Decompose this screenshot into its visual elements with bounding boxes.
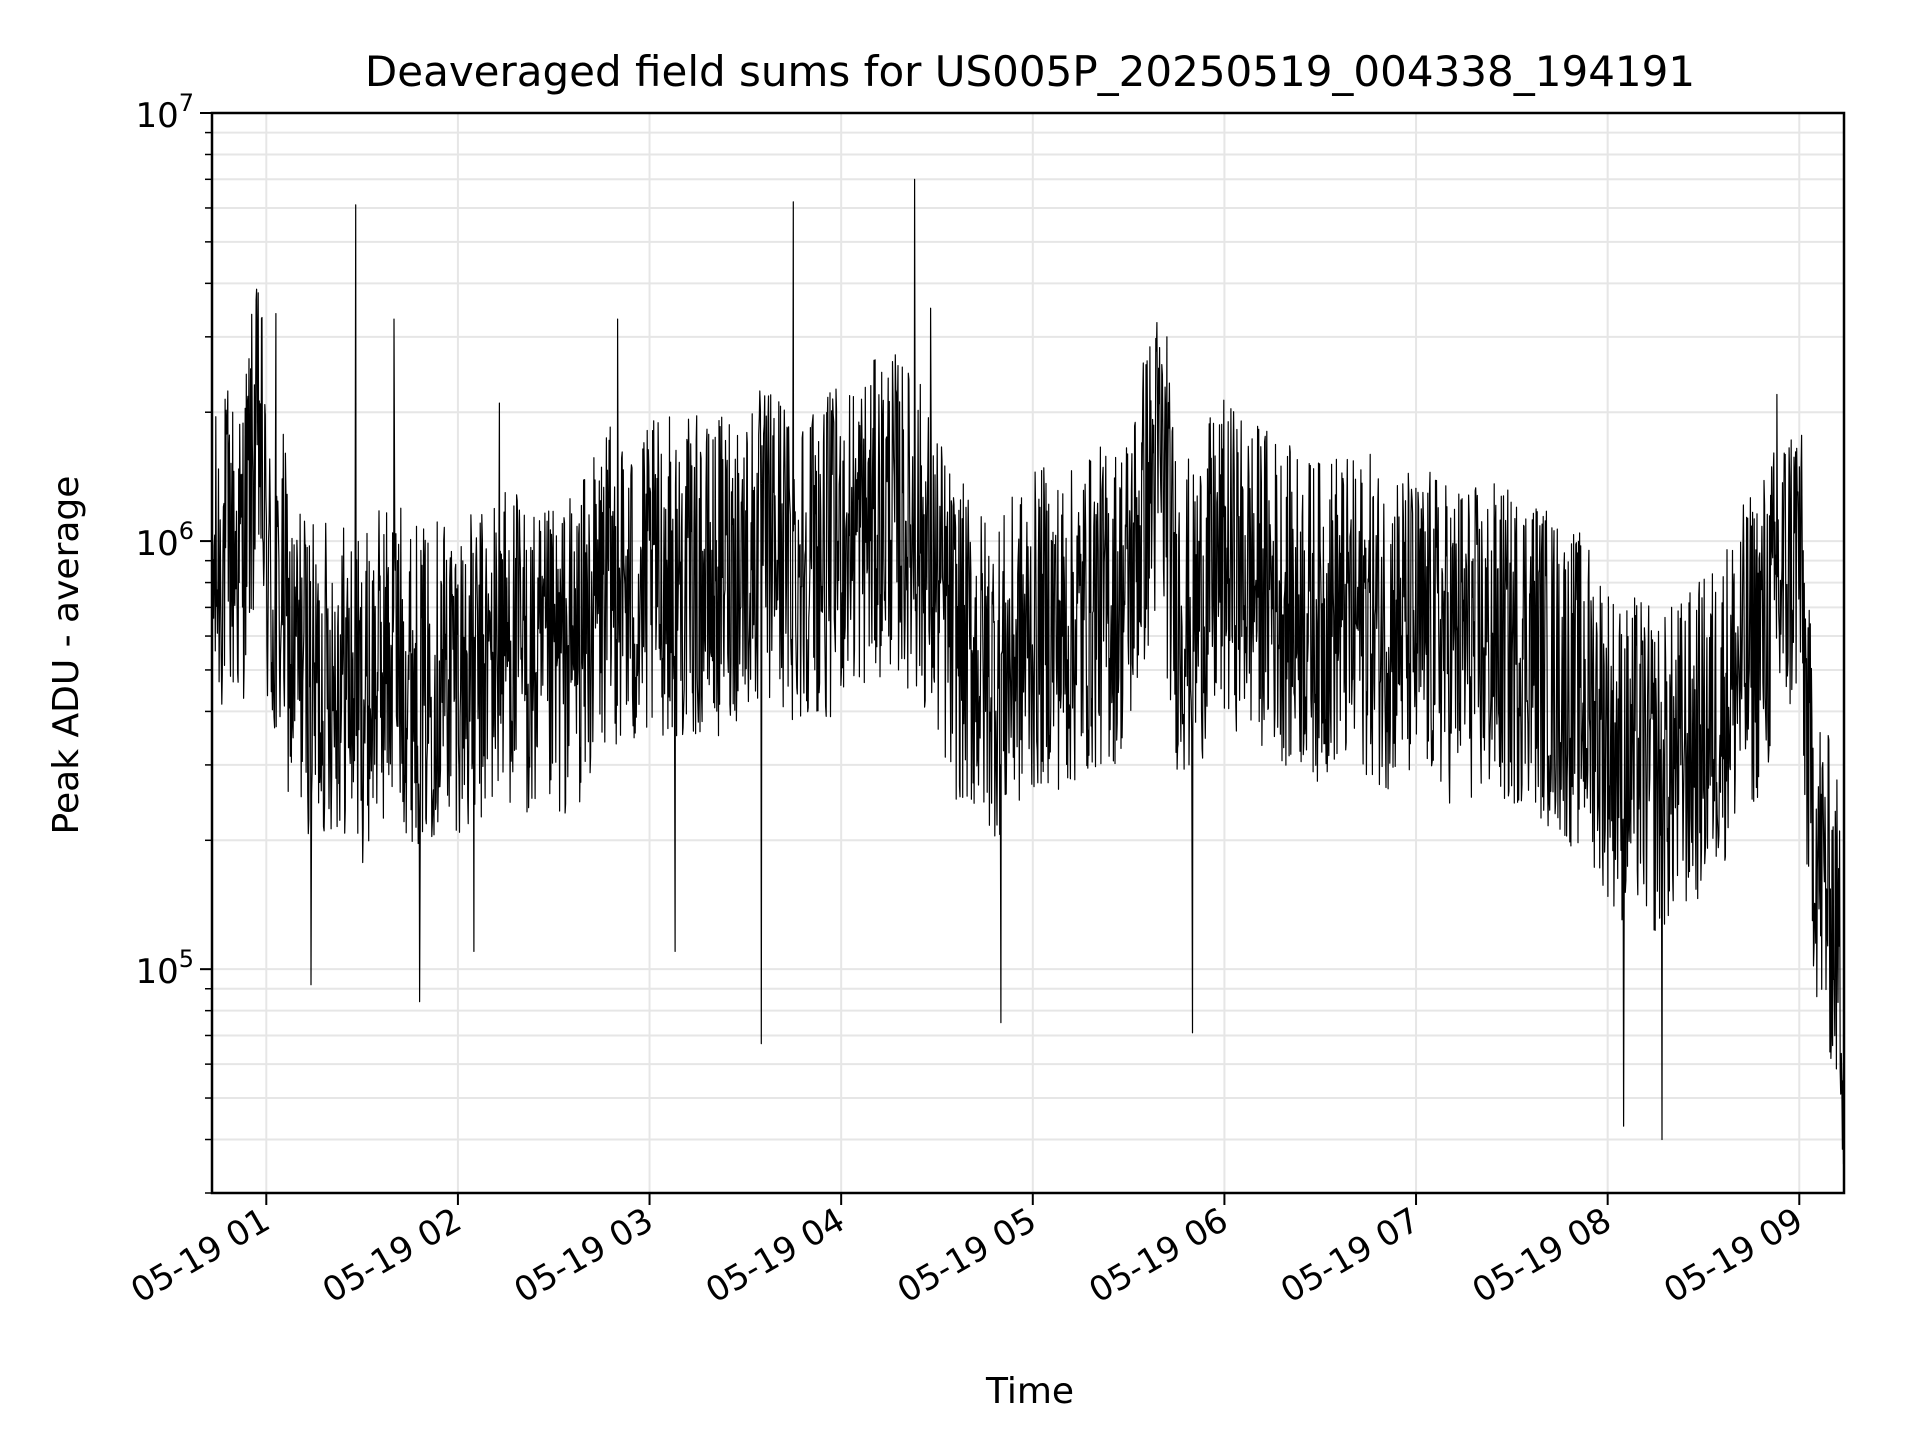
x-tick-label: 05-19 03: [508, 1200, 660, 1311]
x-tick-label: 05-19 06: [1083, 1200, 1235, 1311]
x-tick-label: 05-19 01: [124, 1200, 276, 1311]
chart-title: Deaveraged field sums for US005P_2025051…: [365, 47, 1695, 96]
y-axis: 105 106 107: [135, 89, 212, 1194]
x-axis-label: Time: [985, 1371, 1074, 1412]
y-axis-label: Peak ADU - average: [46, 476, 87, 835]
y-tick-label: 105: [135, 945, 194, 992]
series-line: [211, 178, 1845, 1165]
x-tick-label: 05-19 05: [891, 1200, 1043, 1311]
y-tick-label: 107: [135, 89, 194, 136]
x-tick-label: 05-19 07: [1274, 1200, 1426, 1311]
x-tick-label: 05-19 08: [1466, 1200, 1618, 1311]
series: [211, 178, 1845, 1165]
y-tick-label: 106: [135, 517, 194, 564]
x-tick-label: 05-19 02: [316, 1200, 468, 1311]
plot-frame: [210, 111, 1846, 1195]
x-tick-label: 05-19 09: [1657, 1200, 1809, 1311]
x-tick-label: 05-19 04: [699, 1200, 851, 1311]
x-axis: 05-19 01 05-19 02 05-19 03 05-19 04 05-19 05…: [124, 1193, 1810, 1311]
